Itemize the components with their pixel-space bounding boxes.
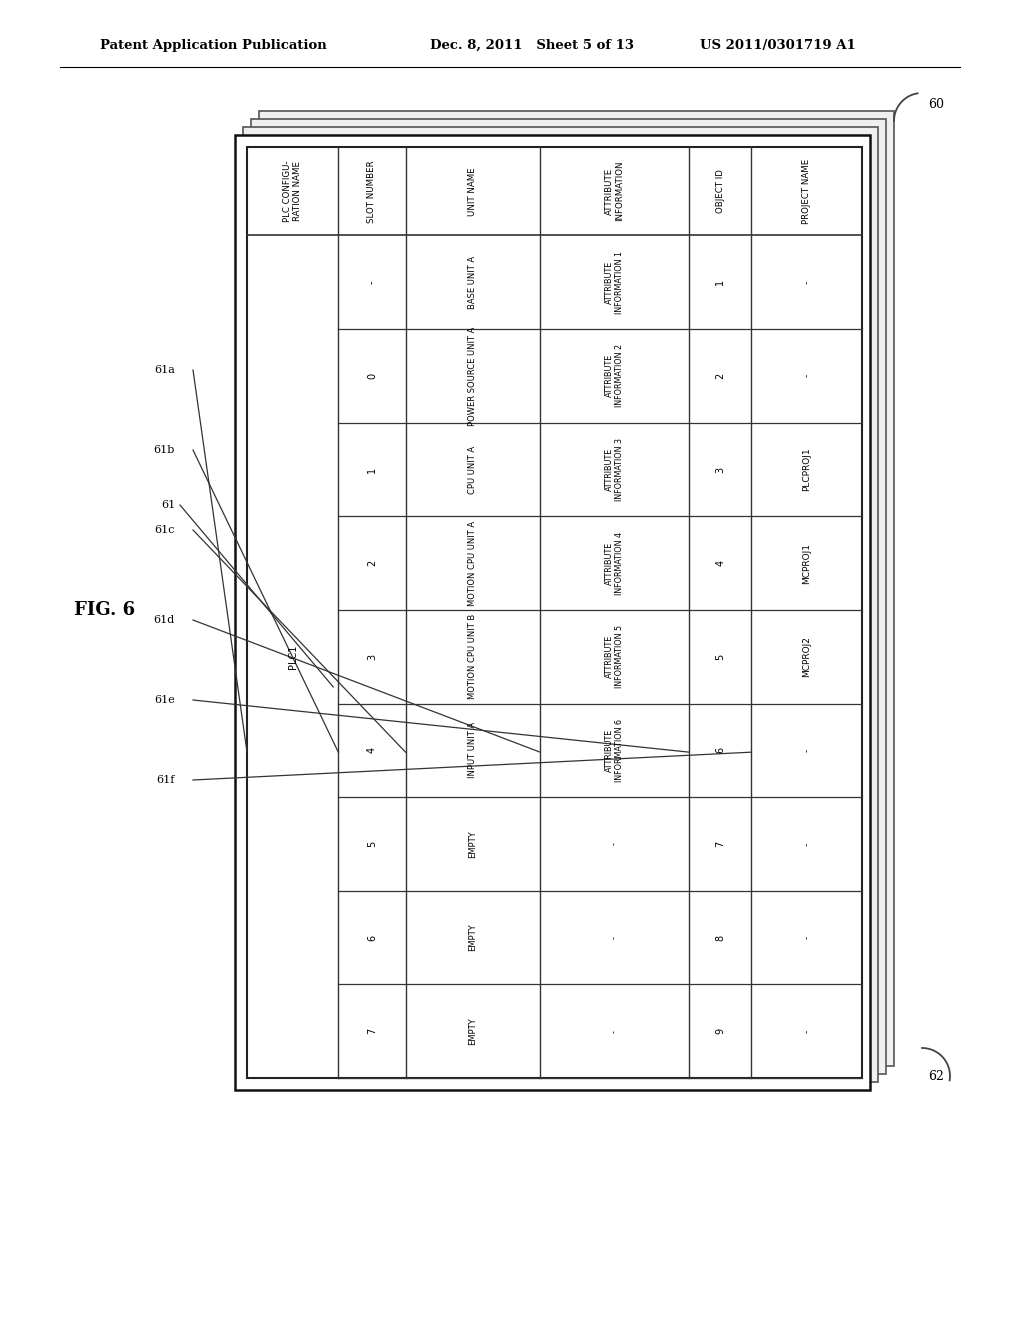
Text: ATTRIBUTE
INFORMATION 6: ATTRIBUTE INFORMATION 6	[605, 719, 624, 781]
Text: 61e: 61e	[155, 696, 175, 705]
Text: MCPROJ1: MCPROJ1	[802, 543, 811, 583]
Text: ATTRIBUTE
INFORMATION: ATTRIBUTE INFORMATION	[605, 161, 624, 222]
Bar	[259, 111, 894, 1067]
Text: 7: 7	[367, 1028, 377, 1035]
Text: 7: 7	[715, 841, 725, 847]
Text: 60: 60	[928, 99, 944, 111]
Text: 61f: 61f	[157, 775, 175, 785]
Text: 61c: 61c	[155, 525, 175, 535]
Text: POWER SOURCE UNIT A: POWER SOURCE UNIT A	[468, 326, 477, 425]
Text: Dec. 8, 2011   Sheet 5 of 13: Dec. 8, 2011 Sheet 5 of 13	[430, 38, 634, 51]
Text: EMPTY: EMPTY	[468, 1018, 477, 1045]
Text: 5: 5	[715, 653, 725, 660]
Text: OBJECT ID: OBJECT ID	[716, 169, 725, 213]
Bar	[243, 127, 878, 1082]
Text: 1: 1	[715, 280, 725, 285]
Text: PLC1: PLC1	[288, 644, 298, 669]
Text: 6: 6	[367, 935, 377, 941]
Text: MOTION CPU UNIT B: MOTION CPU UNIT B	[468, 614, 477, 700]
Text: 9: 9	[715, 1028, 725, 1035]
Bar	[247, 147, 862, 1078]
Text: PROJECT NAME: PROJECT NAME	[802, 158, 811, 224]
Text: MOTION CPU UNIT A: MOTION CPU UNIT A	[468, 520, 477, 606]
Text: 1: 1	[367, 466, 377, 473]
Text: 4: 4	[367, 747, 377, 754]
Text: ATTRIBUTE
INFORMATION 1: ATTRIBUTE INFORMATION 1	[605, 251, 624, 314]
Text: -: -	[610, 936, 620, 939]
Text: 61b: 61b	[154, 445, 175, 455]
Text: US 2011/0301719 A1: US 2011/0301719 A1	[700, 38, 856, 51]
Text: -: -	[367, 281, 377, 284]
Text: PLC CONFIGU-
RATION NAME: PLC CONFIGU- RATION NAME	[284, 161, 302, 222]
Text: 3: 3	[715, 466, 725, 473]
Text: MCPROJ2: MCPROJ2	[802, 636, 811, 677]
Bar	[251, 119, 886, 1074]
Text: -: -	[802, 936, 811, 940]
Text: CPU UNIT A: CPU UNIT A	[468, 445, 477, 494]
Text: 0: 0	[367, 372, 377, 379]
Bar	[234, 135, 870, 1090]
Text: 6: 6	[715, 747, 725, 754]
Text: UNIT NAME: UNIT NAME	[468, 166, 477, 215]
Text: 61a: 61a	[155, 366, 175, 375]
Text: 62: 62	[928, 1069, 944, 1082]
Text: 2: 2	[367, 560, 377, 566]
Text: -: -	[610, 842, 620, 845]
Text: FIG. 6: FIG. 6	[75, 601, 135, 619]
Text: EMPTY: EMPTY	[468, 830, 477, 858]
Text: 61d: 61d	[154, 615, 175, 624]
Text: -: -	[802, 281, 811, 284]
Text: 4: 4	[715, 560, 725, 566]
Text: Patent Application Publication: Patent Application Publication	[100, 38, 327, 51]
Text: ATTRIBUTE
INFORMATION 3: ATTRIBUTE INFORMATION 3	[605, 438, 624, 502]
Text: -: -	[802, 842, 811, 846]
Text: 3: 3	[367, 653, 377, 660]
Text: ATTRIBUTE
INFORMATION 2: ATTRIBUTE INFORMATION 2	[605, 345, 624, 408]
Text: -: -	[802, 748, 811, 752]
Text: 5: 5	[367, 841, 377, 847]
Text: PLCPROJ1: PLCPROJ1	[802, 447, 811, 491]
Text: 8: 8	[715, 935, 725, 941]
Text: 61: 61	[161, 500, 175, 510]
Text: 2: 2	[715, 372, 725, 379]
Text: BASE UNIT A: BASE UNIT A	[468, 256, 477, 309]
Text: ATTRIBUTE
INFORMATION 4: ATTRIBUTE INFORMATION 4	[605, 532, 624, 594]
Text: INPUT UNIT A: INPUT UNIT A	[468, 722, 477, 779]
Text: EMPTY: EMPTY	[468, 924, 477, 952]
Text: ATTRIBUTE
INFORMATION 5: ATTRIBUTE INFORMATION 5	[605, 626, 624, 688]
Text: -: -	[610, 1030, 620, 1032]
Text: -: -	[802, 375, 811, 378]
Text: SLOT NUMBER: SLOT NUMBER	[368, 160, 377, 223]
Text: -: -	[802, 1030, 811, 1032]
